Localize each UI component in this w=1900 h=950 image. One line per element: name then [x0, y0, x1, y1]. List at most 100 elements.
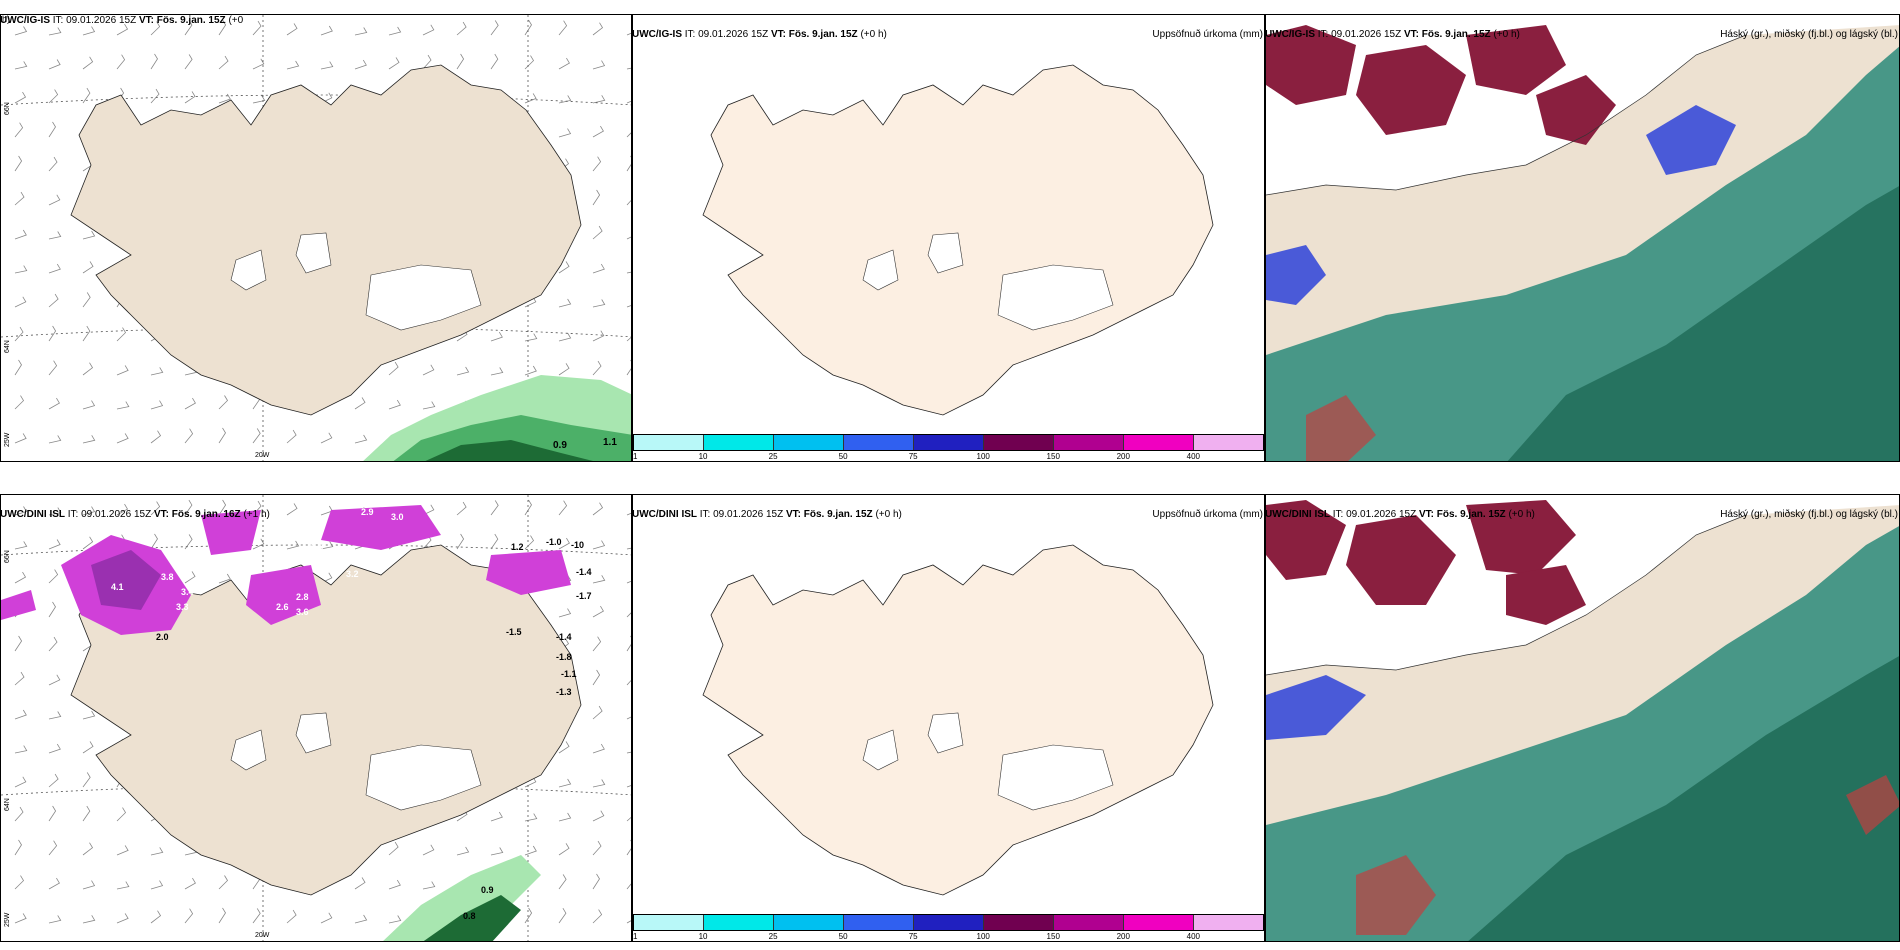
wind-barb: [354, 434, 368, 444]
wind-barb: [82, 435, 96, 444]
wind-barb: [48, 27, 62, 36]
wind-barb: [592, 360, 602, 376]
lon-label-20w: 20W: [255, 452, 270, 459]
wind-barb: [48, 263, 61, 274]
wind-barb: [48, 601, 56, 618]
wind-barb: [82, 400, 96, 410]
temp-label: 3.3: [176, 602, 189, 612]
wind-barb: [388, 361, 399, 376]
wind-barb: [592, 779, 606, 788]
temp-label: 3.7: [321, 552, 334, 562]
wind-barb: [14, 875, 25, 890]
wind-barb: [252, 20, 262, 36]
temp-label: 2.6: [276, 602, 289, 612]
wind-barb: [252, 908, 261, 924]
cbar-bin: [1194, 435, 1263, 450]
temp-label: 3.4: [181, 587, 194, 597]
wind-barb: [354, 877, 366, 890]
wind-barb: [524, 499, 532, 516]
wind-barb: [592, 263, 605, 274]
wind-barb: [456, 53, 465, 70]
wind-barb: [592, 125, 604, 138]
map-panel-igis-clouds: [1265, 14, 1900, 462]
glaciers: [862, 232, 1114, 331]
wind-barb: [82, 292, 91, 308]
wind-barb: [558, 608, 572, 618]
wind-barb: [48, 121, 56, 138]
wind-barb: [48, 293, 59, 308]
wind-barb: [82, 325, 91, 342]
wind-barb: [116, 503, 129, 516]
cbar-bin: [634, 435, 704, 450]
wind-barb: [592, 840, 602, 856]
wind-barb: [320, 25, 333, 36]
wind-barb: [592, 810, 605, 822]
wind-barb: [490, 20, 499, 36]
wind-barb: [252, 428, 261, 444]
wind-barb: [320, 912, 333, 924]
wind-barb: [592, 22, 604, 36]
wind-barb: [626, 883, 631, 890]
wind-barb: [14, 229, 27, 240]
temp-label: 3.2: [346, 569, 359, 579]
colorbar-ticks: 1 10 25 50 75 100 150 200 400: [633, 452, 1200, 461]
wind-barb: [184, 534, 193, 550]
wind-barb: [592, 502, 604, 516]
wind-barb: [14, 806, 24, 822]
wind-barb: [116, 845, 129, 856]
panel-title: UWC/IG-IS IT: 09.01.2026 15Z VT: Fös. 9.…: [0, 15, 244, 26]
wind-barb: [150, 533, 158, 550]
wind-barb: [524, 55, 535, 70]
model-name: UWC/IG-IS: [632, 29, 682, 40]
wind-barb: [422, 844, 435, 856]
colorbar-ticks: 1 10 25 50 75 100 150 200 400: [633, 932, 1200, 941]
wind-barb: [626, 920, 631, 924]
wind-barb: [82, 741, 94, 754]
wind-barb: [48, 231, 62, 240]
wind-barb: [456, 366, 470, 376]
wind-barb: [82, 710, 96, 720]
wind-barb: [82, 261, 94, 274]
temp-label: 2.0: [156, 632, 169, 642]
glaciers: [862, 712, 1114, 811]
wind-barb: [48, 674, 61, 686]
temp-label: -1.0: [546, 537, 562, 547]
wind-barb: [286, 429, 297, 444]
wind-barb: [558, 778, 572, 788]
wind-barb: [14, 709, 27, 720]
wind-barb: [82, 87, 91, 104]
wind-barb: [626, 716, 631, 720]
wind-barb: [14, 395, 25, 410]
lat-label-66n: 66N: [4, 550, 11, 563]
temp-label: 2.8: [296, 592, 309, 602]
wind-barb: [524, 93, 537, 104]
wind-barb: [48, 89, 59, 104]
wind-barb: [14, 745, 28, 754]
model-name: UWC/DINI ISL: [1265, 509, 1330, 520]
wind-barb: [218, 19, 227, 36]
model-name: UWC/IG-IS: [0, 15, 50, 26]
wind-barb: [592, 156, 602, 172]
wind-barb: [184, 499, 193, 516]
wind-barb: [286, 540, 300, 550]
wind-barb: [184, 877, 196, 890]
lat-label-66n: 66N: [4, 102, 11, 115]
wind-barb: [218, 499, 227, 516]
wind-barb: [558, 843, 570, 856]
wind-barb: [218, 427, 226, 444]
temp-label: 4.1: [111, 582, 124, 592]
wind-barb: [592, 299, 606, 308]
wind-barb: [14, 839, 22, 856]
cbar-bin: [844, 915, 914, 930]
wind-barb: [558, 128, 572, 138]
temp-label: -1.8: [556, 652, 572, 662]
wind-barb: [48, 915, 62, 924]
wind-barb: [14, 571, 27, 584]
wind-barb: [150, 501, 161, 516]
wind-barb: [626, 305, 631, 308]
temp-label: -1.1: [561, 669, 577, 679]
temp-label: 3.6: [296, 607, 309, 617]
panel-title: UWC/DINI ISL IT: 09.01.2026 15Z VT: Fös.…: [632, 509, 1263, 520]
temp-label: 0.9: [481, 885, 494, 895]
wind-barb: [184, 54, 193, 70]
